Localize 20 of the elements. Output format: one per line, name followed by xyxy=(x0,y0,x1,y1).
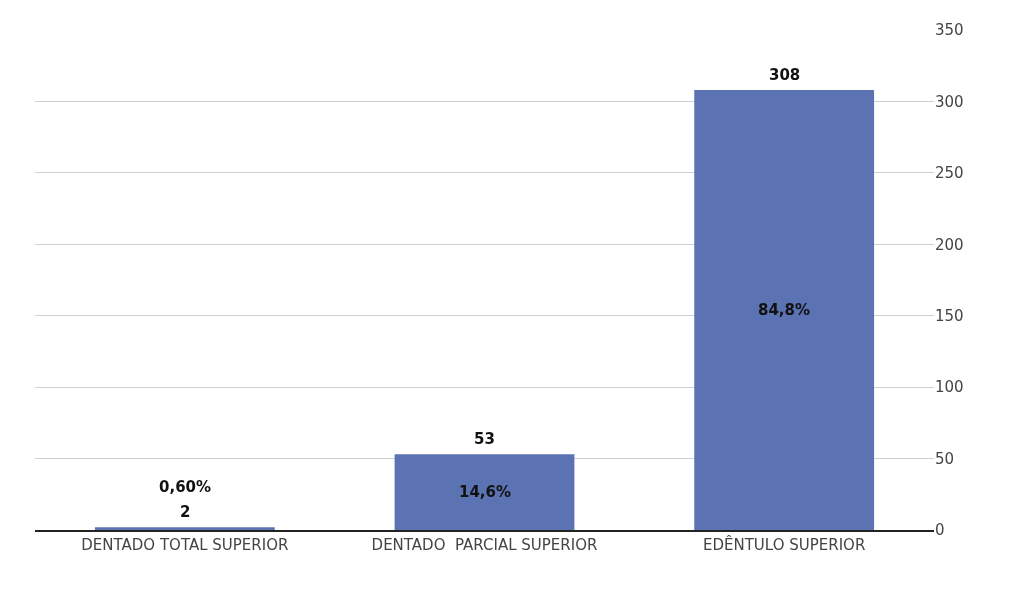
y-tick-label: 300 xyxy=(935,92,964,111)
data-label: 308 xyxy=(769,66,801,84)
y-tick-label: 50 xyxy=(935,449,955,468)
annotation: 0,60% xyxy=(159,478,212,496)
x-tick-label: DENTADO TOTAL SUPERIOR xyxy=(81,536,289,554)
data-label: 2 xyxy=(180,503,191,521)
bar xyxy=(694,90,875,530)
bar xyxy=(394,454,575,530)
data-label: 53 xyxy=(474,430,495,448)
y-tick-label: 200 xyxy=(935,235,964,254)
y-tick-label: 0 xyxy=(935,521,945,540)
y-tick-label: 250 xyxy=(935,164,964,183)
x-tick-label: EDÊNTULO SUPERIOR xyxy=(702,535,866,554)
bar xyxy=(94,527,275,530)
x-tick-label: DENTADO PARCIAL SUPERIOR xyxy=(371,536,598,554)
y-tick-label: 350 xyxy=(935,21,964,40)
annotation: 84,8% xyxy=(758,301,811,319)
annotation: 14,6% xyxy=(459,483,512,501)
y-tick-label: 150 xyxy=(935,306,964,325)
y-tick-label: 100 xyxy=(935,378,964,397)
